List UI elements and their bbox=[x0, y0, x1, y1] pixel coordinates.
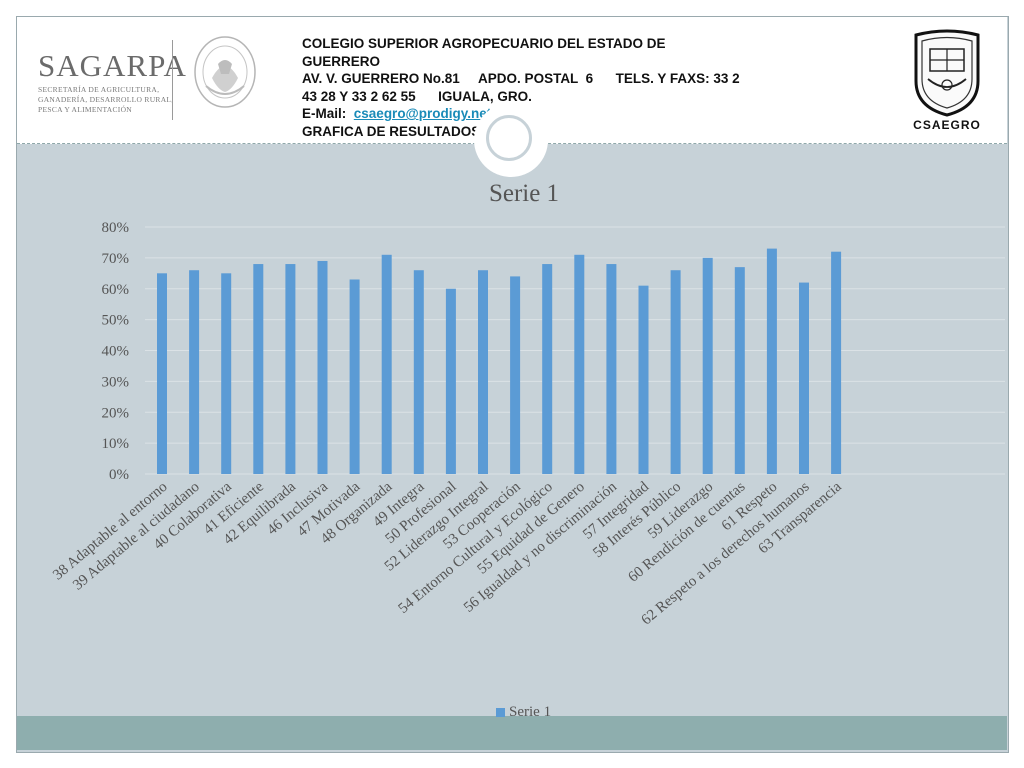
csaegro-label: CSAEGRO bbox=[913, 118, 981, 132]
y-tick-label: 50% bbox=[102, 313, 130, 329]
sagarpa-sub-line-3: PESCA Y ALIMENTACIÓN bbox=[38, 105, 133, 114]
header-line-6: GRAFICA DE RESULTADOS bbox=[302, 123, 481, 139]
sagarpa-sub-line-2: GANADERÍA, DESARROLLO RURAL, bbox=[38, 95, 174, 104]
bar bbox=[670, 270, 681, 474]
header-line-1: COLEGIO SUPERIOR AGROPECUARIO DEL ESTADO… bbox=[302, 36, 666, 51]
bar bbox=[638, 285, 649, 474]
chart-title: Serie 1 bbox=[488, 180, 560, 207]
email-label: E-Mail: bbox=[302, 106, 347, 121]
header-line-3: AV. V. GUERRERO No.81 APDO. POSTAL 6 TEL… bbox=[302, 71, 740, 86]
y-tick-label: 70% bbox=[102, 251, 130, 267]
bar bbox=[510, 276, 521, 474]
legend-label: Serie 1 bbox=[509, 704, 552, 720]
bar bbox=[542, 264, 553, 474]
sagarpa-name: SAGARPA bbox=[38, 48, 187, 83]
bar bbox=[766, 248, 777, 474]
y-tick-label: 60% bbox=[102, 282, 130, 298]
bars bbox=[157, 248, 842, 474]
decorative-ring bbox=[486, 115, 532, 161]
bar bbox=[445, 288, 456, 474]
y-tick-label: 40% bbox=[102, 344, 130, 360]
bar bbox=[413, 270, 424, 474]
bar bbox=[285, 264, 296, 474]
y-tick-label: 0% bbox=[109, 467, 129, 483]
bar bbox=[157, 273, 167, 474]
x-tick-label: 39 Adaptable al ciudadano bbox=[70, 479, 202, 594]
y-tick-label: 10% bbox=[102, 436, 130, 452]
bar bbox=[253, 264, 264, 474]
mexico-seal-icon bbox=[194, 36, 256, 108]
bar bbox=[734, 267, 745, 474]
y-tick-label: 80% bbox=[102, 220, 130, 236]
bar bbox=[702, 257, 713, 474]
logo-divider bbox=[172, 40, 173, 120]
header-email-line: E-Mail: csaegro@prodigy.net.mx bbox=[302, 105, 862, 123]
bar bbox=[221, 273, 232, 474]
y-tick-label: 20% bbox=[102, 405, 130, 421]
sagarpa-sub-line-1: SECRETARÍA DE AGRICULTURA, bbox=[38, 85, 160, 94]
header-line-2: GUERRERO bbox=[302, 53, 381, 69]
email-link[interactable]: csaegro@prodigy.net.mx bbox=[353, 106, 515, 121]
bar bbox=[831, 251, 842, 474]
y-tick-label: 30% bbox=[102, 374, 130, 390]
bar bbox=[478, 270, 488, 474]
bar bbox=[189, 270, 200, 474]
header-line-4: 43 28 Y 33 2 62 55 IGUALA, GRO. bbox=[302, 88, 532, 104]
sagarpa-logo: SAGARPA SECRETARÍA DE AGRICULTURA, GANAD… bbox=[38, 50, 187, 115]
csaegro-shield-icon bbox=[914, 29, 980, 117]
y-axis-ticks: 0% 10% 20% 30% 40% 50% 60% 70% 80% bbox=[102, 220, 130, 483]
header-text: COLEGIO SUPERIOR AGROPECUARIO DEL ESTADO… bbox=[302, 35, 862, 140]
bar bbox=[381, 254, 392, 474]
bar bbox=[606, 264, 617, 474]
bar bbox=[349, 279, 360, 474]
legend: Serie 1 bbox=[496, 704, 551, 721]
sagarpa-subtitle: SECRETARÍA DE AGRICULTURA, GANADERÍA, DE… bbox=[38, 85, 187, 115]
bottom-band bbox=[17, 716, 1007, 750]
bar bbox=[799, 282, 809, 474]
bar bbox=[574, 254, 585, 474]
legend-swatch bbox=[496, 708, 505, 717]
bar bbox=[317, 260, 328, 474]
